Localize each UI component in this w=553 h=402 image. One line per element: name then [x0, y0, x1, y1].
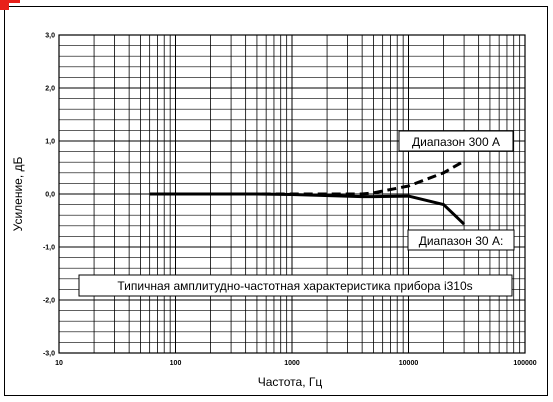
x-tick-label: 100: [170, 360, 182, 367]
plot-border: [58, 34, 526, 354]
legend-30a-label: Диапазон 30 А:: [419, 234, 504, 248]
x-axis-label: Частота, Гц: [258, 375, 323, 389]
corner-accent: [0, 0, 9, 10]
series-line-0: [149, 159, 465, 196]
legend-30a: Диапазон 30 А:: [407, 229, 515, 251]
y-axis-label: Усиление, дБ: [11, 157, 25, 232]
x-tick-label: 1000: [284, 360, 300, 367]
y-tick-label: -3,0: [43, 351, 55, 358]
chart-caption: Типичная амплитудно-частотная характерис…: [78, 274, 513, 297]
caption-box: [78, 274, 513, 297]
chart-frame: [4, 6, 548, 396]
legend-30a-box: [407, 229, 515, 251]
curves: [149, 159, 466, 226]
legend-300a-box: [398, 130, 514, 152]
y-tick-label: 0,0: [45, 192, 55, 199]
x-tick-label: 100000: [513, 360, 536, 367]
y-tick-label: 1,0: [45, 139, 55, 146]
corner-accent-top: [0, 0, 20, 3]
y-tick-label: 2,0: [45, 86, 55, 93]
y-tick-label: -1,0: [43, 245, 55, 252]
caption-text: Типичная амплитудно-частотная характерис…: [117, 279, 472, 293]
tick-labels: 10 100 1000 10000 100000 3,0 2,0 1,0 0,0 -1,0 -2,0…: [43, 33, 537, 368]
y-tick-label: 3,0: [45, 33, 55, 40]
x-tick-label: 10000: [399, 360, 419, 367]
legend-300a: Диапазон 300 А: [398, 130, 514, 152]
x-tick-label: 10: [55, 360, 63, 367]
legend-300a-label: Диапазон 300 А: [412, 135, 500, 149]
series-line-1: [149, 192, 466, 226]
y-tick-label: -2,0: [43, 298, 55, 305]
